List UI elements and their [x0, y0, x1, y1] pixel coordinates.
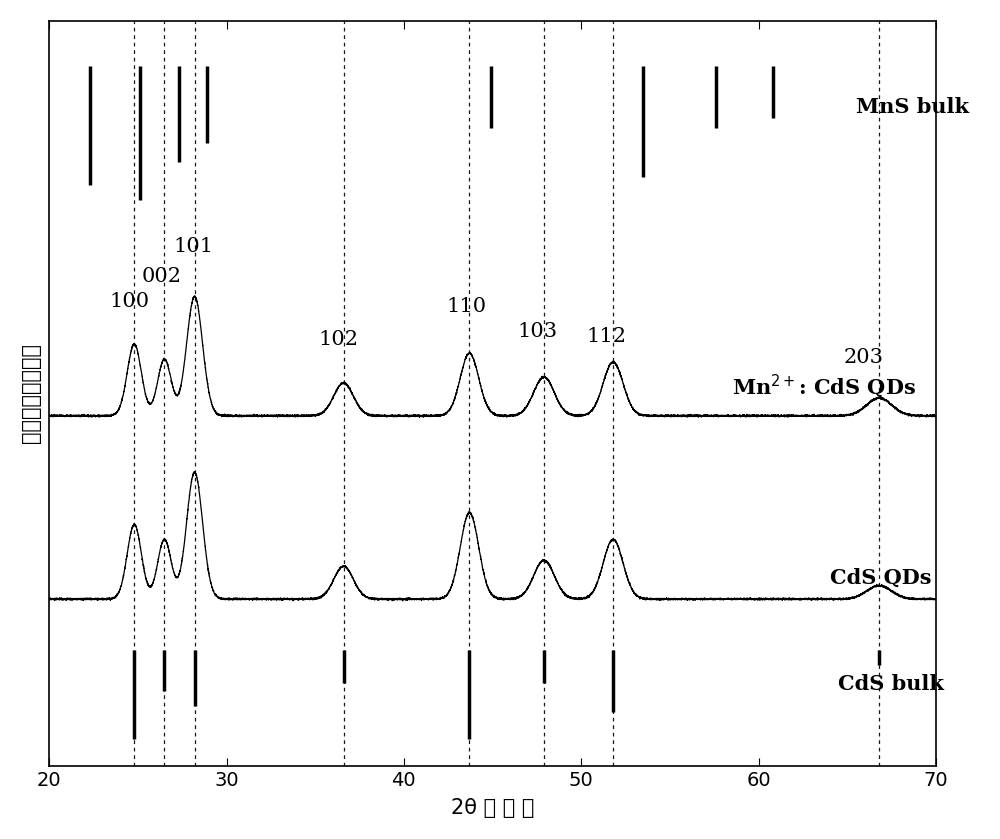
- Text: CdS bulk: CdS bulk: [838, 674, 944, 694]
- X-axis label: 2θ （ 度 ）: 2θ （ 度 ）: [451, 798, 534, 818]
- Text: CdS QDs: CdS QDs: [830, 568, 931, 588]
- Text: 002: 002: [141, 267, 181, 286]
- Text: 101: 101: [173, 237, 213, 256]
- Y-axis label: 强度（标准单位）: 强度（标准单位）: [21, 343, 41, 443]
- Text: 102: 102: [319, 330, 359, 349]
- Text: 112: 112: [587, 326, 627, 346]
- Text: 100: 100: [109, 293, 150, 311]
- Text: Mn$^{2+}$: CdS QDs: Mn$^{2+}$: CdS QDs: [732, 373, 916, 399]
- Text: 203: 203: [844, 347, 884, 367]
- Text: MnS bulk: MnS bulk: [856, 97, 969, 117]
- Text: 103: 103: [517, 322, 557, 341]
- Text: 110: 110: [446, 297, 487, 316]
